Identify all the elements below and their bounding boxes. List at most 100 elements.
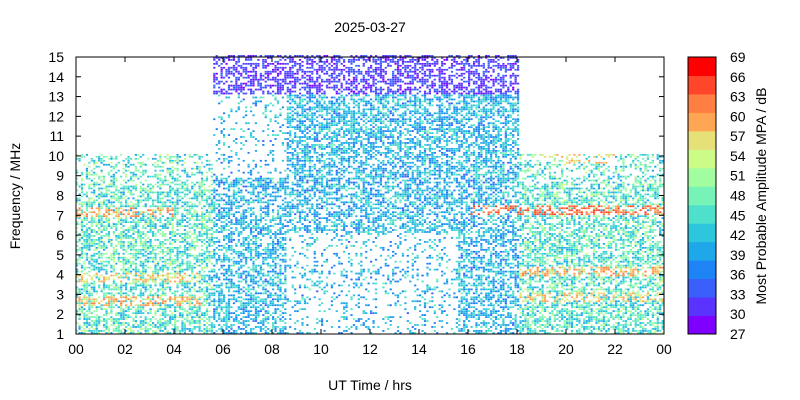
heatmap-cell bbox=[107, 302, 111, 305]
heatmap-cell bbox=[186, 185, 189, 188]
heatmap-cell bbox=[122, 235, 125, 237]
heatmap-cell bbox=[274, 134, 277, 136]
heatmap-cell bbox=[264, 292, 267, 295]
heatmap-cell bbox=[95, 262, 98, 265]
heatmap-cell bbox=[227, 288, 231, 291]
heatmap-cell bbox=[286, 181, 289, 184]
heatmap-cell bbox=[210, 219, 213, 222]
heatmap-cell bbox=[125, 258, 128, 261]
heatmap-cell bbox=[193, 219, 196, 222]
heatmap-cell bbox=[93, 264, 96, 267]
heatmap-cell bbox=[205, 225, 209, 227]
heatmap-cell bbox=[115, 330, 118, 332]
heatmap-cell bbox=[186, 211, 189, 214]
heatmap-cell bbox=[142, 324, 145, 326]
heatmap-cell bbox=[274, 318, 277, 320]
heatmap-cell bbox=[200, 248, 204, 251]
heatmap-cell bbox=[218, 248, 221, 251]
heatmap-cell bbox=[281, 298, 285, 301]
heatmap-cell bbox=[215, 76, 218, 79]
heatmap-cell bbox=[183, 268, 187, 271]
heatmap-cell bbox=[269, 151, 272, 154]
heatmap-cell bbox=[213, 254, 216, 257]
heatmap-cell bbox=[186, 237, 189, 239]
heatmap-cell bbox=[88, 199, 91, 202]
heatmap-cell bbox=[237, 102, 240, 105]
heatmap-cell bbox=[176, 201, 179, 204]
heatmap-cell bbox=[105, 217, 108, 220]
heatmap-cell bbox=[105, 225, 108, 227]
heatmap-cell bbox=[120, 304, 123, 307]
heatmap-cell bbox=[281, 207, 285, 210]
heatmap-cell bbox=[181, 314, 184, 316]
heatmap-cell bbox=[210, 250, 213, 253]
heatmap-cell bbox=[159, 213, 162, 216]
heatmap-cell bbox=[102, 252, 106, 255]
heatmap-cell bbox=[142, 298, 145, 301]
heatmap-cell bbox=[276, 86, 280, 89]
heatmap-cell bbox=[127, 205, 130, 208]
heatmap-cell bbox=[102, 203, 106, 206]
heatmap-cell bbox=[254, 229, 258, 231]
heatmap-cell bbox=[272, 304, 275, 307]
heatmap-cell bbox=[193, 225, 196, 227]
heatmap-cell bbox=[237, 306, 240, 309]
heatmap-cell bbox=[210, 300, 213, 303]
heatmap-cell bbox=[110, 213, 113, 216]
heatmap-cell bbox=[257, 270, 260, 273]
heatmap-cell bbox=[76, 300, 79, 303]
heatmap-cell bbox=[245, 274, 248, 277]
heatmap-cell bbox=[100, 225, 103, 227]
heatmap-cell bbox=[262, 292, 265, 295]
heatmap-cell bbox=[237, 195, 240, 198]
heatmap-cell bbox=[151, 209, 155, 212]
heatmap-cell bbox=[200, 173, 204, 176]
heatmap-cell bbox=[274, 120, 277, 123]
heatmap-cell bbox=[83, 183, 86, 186]
heatmap-cell bbox=[164, 223, 167, 225]
heatmap-cell bbox=[80, 219, 84, 222]
heatmap-cell bbox=[276, 187, 280, 190]
heatmap-cell bbox=[144, 235, 147, 237]
heatmap-cell bbox=[249, 302, 253, 305]
heatmap-cell bbox=[186, 252, 189, 255]
heatmap-cell bbox=[100, 320, 103, 322]
heatmap-cell bbox=[144, 248, 147, 251]
heatmap-cell bbox=[151, 231, 155, 233]
heatmap-cell bbox=[242, 213, 245, 216]
heatmap-cell bbox=[291, 306, 294, 309]
heatmap-cell bbox=[191, 207, 194, 210]
heatmap-cell bbox=[83, 252, 86, 255]
heatmap-cell bbox=[286, 173, 289, 176]
heatmap-cell bbox=[276, 316, 280, 318]
heatmap-cell bbox=[291, 98, 294, 101]
heatmap-cell bbox=[247, 62, 250, 65]
heatmap-cell bbox=[78, 185, 81, 188]
heatmap-cell bbox=[183, 161, 187, 164]
heatmap-cell bbox=[85, 300, 89, 303]
heatmap-cell bbox=[210, 280, 213, 283]
heatmap-cell bbox=[83, 266, 86, 269]
heatmap-cell bbox=[196, 290, 199, 293]
heatmap-cell bbox=[223, 268, 226, 271]
heatmap-cell bbox=[105, 219, 108, 222]
heatmap-cell bbox=[227, 304, 231, 307]
heatmap-cell bbox=[269, 250, 272, 253]
heatmap-cell bbox=[289, 146, 292, 148]
heatmap-cell bbox=[144, 189, 147, 192]
heatmap-cell bbox=[183, 237, 187, 239]
heatmap-cell bbox=[252, 130, 255, 132]
heatmap-cell bbox=[215, 175, 218, 178]
heatmap-cell bbox=[98, 211, 101, 214]
heatmap-cell bbox=[218, 205, 221, 208]
heatmap-cell bbox=[259, 175, 262, 178]
heatmap-cell bbox=[272, 326, 275, 328]
heatmap-cell bbox=[171, 159, 174, 162]
heatmap-cell bbox=[142, 294, 145, 297]
heatmap-cell bbox=[183, 241, 187, 243]
heatmap-cell bbox=[161, 308, 164, 311]
heatmap-cell bbox=[98, 205, 101, 208]
heatmap-cell bbox=[252, 278, 255, 281]
heatmap-cell bbox=[294, 197, 297, 200]
